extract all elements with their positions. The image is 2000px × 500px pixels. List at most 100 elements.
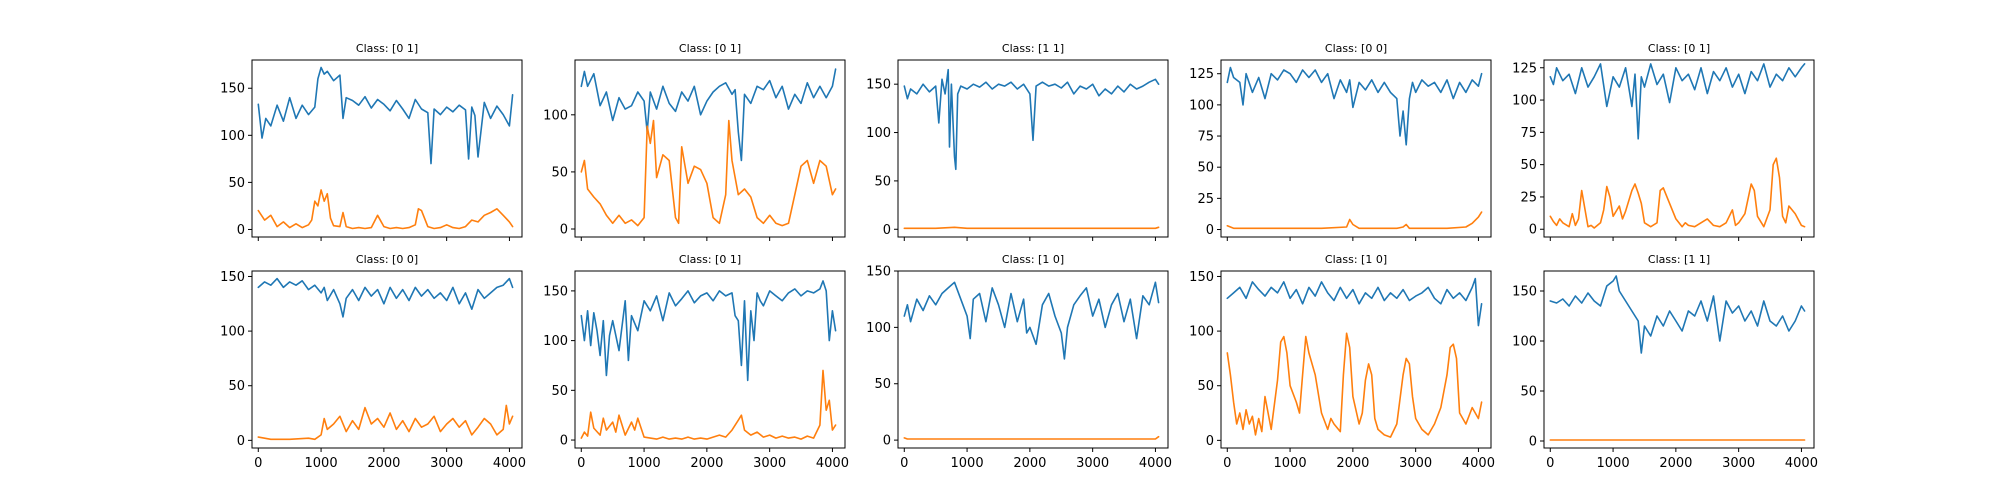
axes-frame [251,270,523,449]
y-tick-label: 50 [874,174,891,189]
subplot-title: Class: [0 1] [679,42,741,55]
y-tick-label: 0 [1206,223,1214,238]
y-tick-label: 150 [1189,270,1214,285]
y-tick-label: 100 [1512,335,1537,350]
subplot: Class: [0 0] 0 25 50 75 100 125 [1189,42,1492,241]
axes-frame [1543,59,1815,238]
y-tick-label: 150 [866,265,891,280]
x-tick-label: 0 [254,456,262,471]
x-tick-label: 3000 [1722,456,1755,471]
x-tick-label: 1000 [951,456,984,471]
subplot: Class: [0 1] 0 50 100 [543,42,846,241]
y-tick-label: 50 [228,176,245,191]
y-tick-label: 0 [883,223,891,238]
subplot-title: Class: [0 1] [356,42,418,55]
axes-frame [1220,270,1492,449]
y-tick-label: 100 [1189,325,1214,340]
series-line-orange [1549,157,1806,229]
subplot: Class: [0 1] 0 50 100 150 0 1000 2000 3000 4000 [543,253,849,471]
y-tick-label: 0 [883,434,891,449]
y-tick-label: 0 [560,434,568,449]
y-tick-label: 100 [866,321,891,336]
y-tick-label: 50 [874,377,891,392]
y-tick-label: 50 [551,165,568,180]
y-tick-label: 100 [1512,94,1537,109]
series-line-orange [580,369,837,440]
x-tick-label: 4000 [1462,456,1495,471]
axes-frame [897,270,1169,449]
series-line-blue [1226,277,1483,327]
axes-frame [251,59,523,238]
x-tick-label: 4000 [816,456,849,471]
x-tick-label: 0 [1223,456,1231,471]
y-tick-label: 100 [220,129,245,144]
series-line-orange [580,119,837,227]
series-line-blue [903,281,1160,360]
y-tick-label: 100 [1189,98,1214,113]
subplot: Class: [0 1] 0 50 100 150 [220,42,523,241]
series-line-orange [1226,332,1483,438]
x-tick-label: 4000 [1785,456,1818,471]
axes-frame [574,270,846,449]
x-tick-label: 4000 [1139,456,1172,471]
series-line-blue [580,68,837,162]
y-tick-label: 150 [220,82,245,97]
x-tick-label: 2000 [1659,456,1692,471]
subplot: Class: [0 0] 0 50 100 150 0 1000 2000 3000 4000 [220,253,526,471]
axes-frame [1220,59,1492,238]
subplot-title: Class: [1 0] [1325,253,1387,266]
y-tick-label: 50 [551,384,568,399]
x-tick-label: 2000 [1336,456,1369,471]
x-tick-label: 0 [1546,456,1554,471]
series-line-orange [1226,211,1483,230]
y-tick-label: 150 [866,78,891,93]
y-tick-label: 25 [1197,192,1214,207]
y-tick-label: 50 [228,379,245,394]
series-line-orange [903,226,1160,230]
y-tick-label: 0 [560,223,568,238]
subplot: Class: [0 1] 0 25 50 75 100 125 [1512,42,1815,241]
series-line-orange [257,189,514,230]
y-tick-label: 75 [1520,126,1537,141]
subplot-title: Class: [0 1] [1648,42,1710,55]
x-tick-label: 1000 [305,456,338,471]
x-tick-label: 0 [577,456,585,471]
y-tick-label: 0 [1529,435,1537,450]
x-tick-label: 1000 [628,456,661,471]
x-tick-label: 3000 [430,456,463,471]
y-tick-label: 125 [1512,61,1537,76]
y-tick-label: 75 [1197,130,1214,145]
x-tick-label: 3000 [1076,456,1109,471]
y-tick-label: 125 [1189,67,1214,82]
subplot: Class: [1 1] 0 50 100 150 0 1000 2000 3000 4000 [1512,253,1818,471]
subplot-title: Class: [0 1] [679,253,741,266]
subplot-title: Class: [0 0] [1325,42,1387,55]
y-tick-label: 0 [1206,434,1214,449]
y-tick-label: 25 [1520,190,1537,205]
series-line-blue [903,68,1160,171]
y-tick-label: 150 [220,270,245,285]
x-tick-label: 1000 [1597,456,1630,471]
subplot: Class: [1 1] 0 50 100 150 [866,42,1169,241]
y-tick-label: 100 [543,334,568,349]
y-tick-label: 50 [1520,385,1537,400]
x-tick-label: 2000 [690,456,723,471]
y-tick-label: 50 [1520,158,1537,173]
y-tick-label: 0 [237,434,245,449]
y-tick-label: 50 [1197,161,1214,176]
y-tick-label: 50 [1197,379,1214,394]
y-tick-label: 100 [220,325,245,340]
series-line-blue [257,277,514,318]
subplot: Class: [1 0] 0 50 100 150 0 1000 2000 3000 4000 [866,253,1172,471]
y-tick-label: 0 [237,223,245,238]
y-tick-label: 150 [1512,285,1537,300]
x-tick-label: 3000 [753,456,786,471]
axes-frame [1543,270,1815,449]
subplot-title: Class: [1 1] [1002,42,1064,55]
y-tick-label: 100 [543,108,568,123]
x-tick-label: 2000 [367,456,400,471]
axes-frame [574,59,846,238]
x-tick-label: 4000 [493,456,526,471]
y-tick-label: 0 [1529,223,1537,238]
series-line-blue [1549,63,1806,140]
